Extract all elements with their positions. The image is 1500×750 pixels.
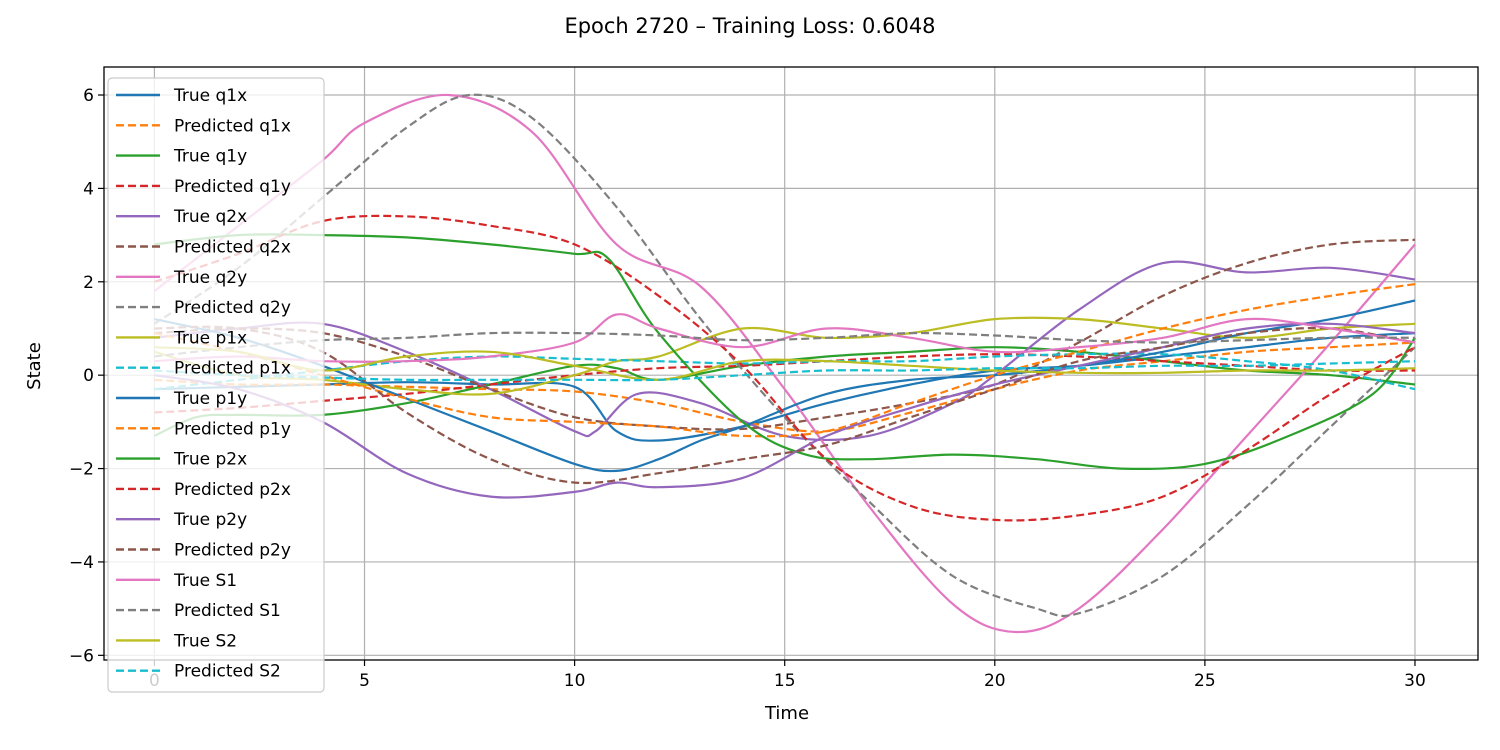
grid	[104, 67, 1478, 660]
x-axis-label: Time	[764, 703, 809, 724]
legend-box	[107, 77, 325, 693]
legend-label: Predicted q1x	[174, 116, 291, 136]
legend-label: True p1x	[173, 328, 247, 348]
legend-label: True q1x	[173, 86, 247, 106]
y-tick-label: 4	[83, 179, 94, 199]
series-line-predicted-q2y	[153, 93, 1416, 617]
legend-label: Predicted p2x	[174, 480, 291, 500]
plot-area	[153, 93, 1416, 634]
legend-label: Predicted S1	[174, 601, 281, 621]
series-line-true-p1y	[154, 299, 1416, 473]
legend-label: True q2y	[173, 268, 247, 288]
series-line-predicted-q1y	[154, 353, 1416, 414]
legend-label: Predicted p1y	[174, 419, 291, 439]
series-line-true-s2	[154, 346, 1416, 381]
x-tick-label: 30	[1404, 671, 1426, 691]
legend-label: Predicted q2x	[174, 238, 291, 258]
legend-label: True p2x	[173, 450, 247, 470]
series-line-predicted-p2x	[154, 214, 1416, 522]
x-tick-label: 15	[774, 671, 796, 691]
series-line-predicted-p1y	[154, 283, 1416, 438]
plot-frame	[103, 66, 1479, 661]
x-tick-label: 5	[359, 671, 370, 691]
y-tick-label: 6	[83, 86, 94, 106]
y-tick-label: −2	[69, 460, 94, 480]
legend-label: Predicted S2	[174, 662, 281, 682]
x-tick-label: 25	[1194, 671, 1216, 691]
legend-label: True q1y	[173, 147, 247, 167]
series-line-predicted-s2	[154, 360, 1416, 382]
x-tick-label: 20	[984, 671, 1006, 691]
legend-label: True q2x	[173, 207, 247, 227]
chart-title: Epoch 2720 – Training Loss: 0.6048	[564, 14, 935, 38]
series-line-predicted-s1	[154, 331, 1416, 358]
y-tick-label: 2	[83, 273, 94, 293]
series-line-true-q2y	[153, 93, 1416, 634]
legend-label: Predicted p2y	[174, 541, 291, 561]
y-axis-label: State	[24, 342, 45, 390]
legend-label: Predicted p1x	[174, 359, 291, 379]
y-tick-label: −4	[69, 553, 94, 573]
series-line-true-p2x	[154, 233, 1416, 471]
legend: True q1x Predicted q1x True q1y Predicted q…	[107, 77, 325, 693]
legend-label: Predicted q1y	[174, 177, 291, 197]
x-tick-label: 10	[564, 671, 586, 691]
legend-label: True S1	[173, 571, 237, 591]
y-tick-label: 0	[83, 366, 94, 386]
legend-label: True p1y	[173, 389, 247, 409]
y-tick-label: −6	[69, 646, 94, 666]
series-line-predicted-q2x	[154, 238, 1416, 431]
legend-label: True p2y	[173, 510, 247, 530]
series-line-true-p2y	[154, 322, 1416, 499]
legend-label: Predicted q2y	[174, 298, 291, 318]
legend-label: True S2	[173, 631, 237, 651]
